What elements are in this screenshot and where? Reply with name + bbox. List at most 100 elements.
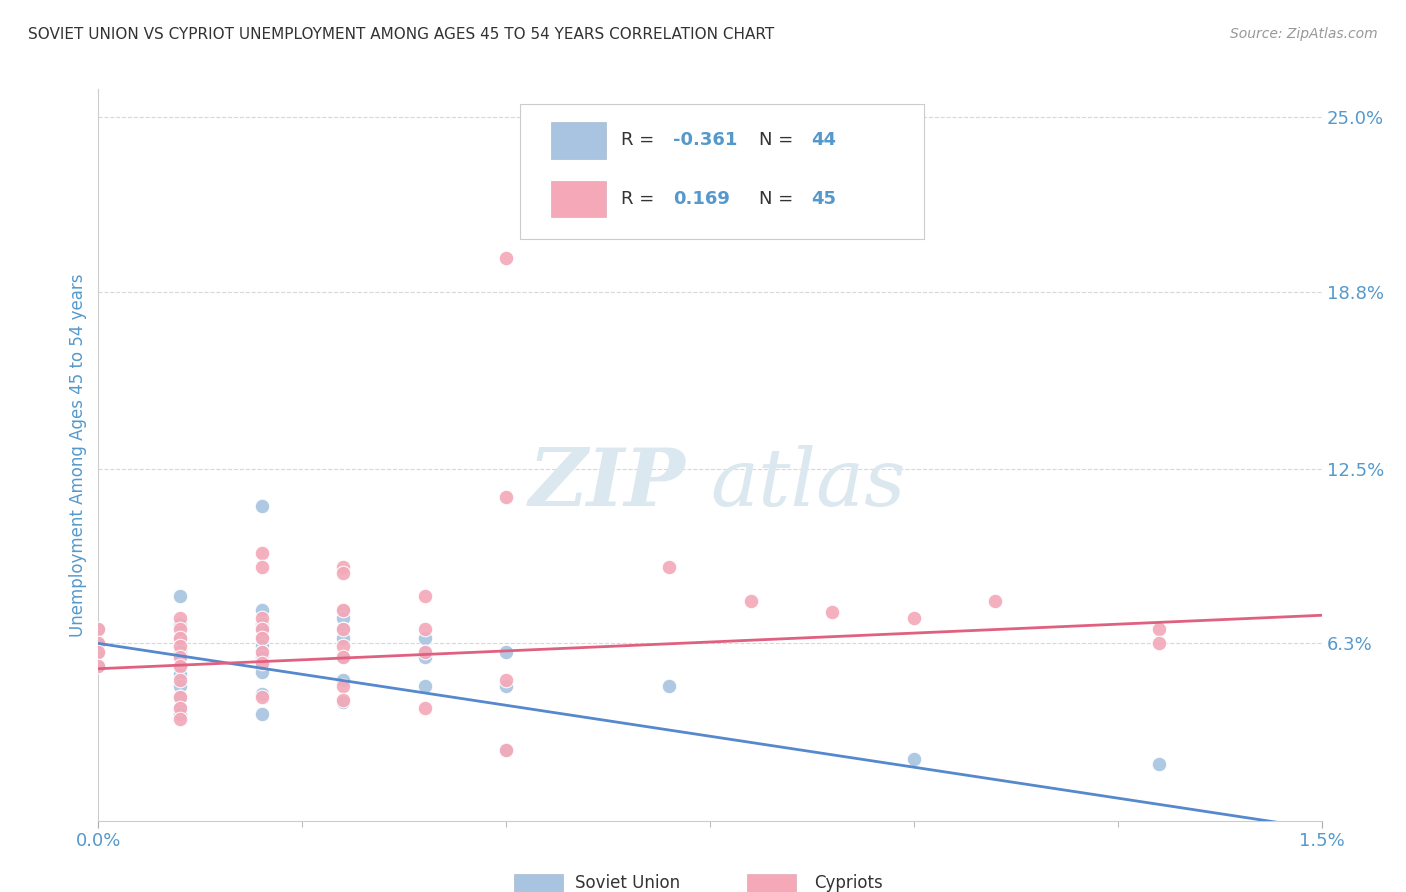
Point (984, 594, 1007, 608)
Point (332, 602, 354, 616)
Point (169, 631, 191, 645)
Point (169, 631, 191, 645)
Point (250, 645, 273, 659)
Point (495, 743, 517, 757)
Point (169, 650, 191, 665)
Point (332, 566, 354, 580)
Point (250, 631, 273, 645)
Point (87, 623, 110, 637)
Point (250, 623, 273, 637)
Point (250, 546, 273, 560)
FancyBboxPatch shape (747, 874, 796, 892)
Text: N =: N = (759, 131, 799, 149)
Point (87, 636, 110, 650)
Point (169, 645, 191, 659)
Point (903, 611, 925, 625)
Point (169, 616, 191, 631)
Point (250, 650, 273, 665)
Point (740, 594, 762, 608)
Point (332, 631, 354, 645)
Point (169, 611, 191, 625)
Point (169, 690, 191, 704)
Point (169, 712, 191, 726)
Point (332, 696, 354, 710)
Point (332, 650, 354, 665)
Point (250, 499, 273, 513)
Point (413, 679, 436, 693)
Text: Source: ZipAtlas.com: Source: ZipAtlas.com (1230, 27, 1378, 41)
Point (332, 639, 354, 653)
Point (169, 639, 191, 653)
Point (250, 602, 273, 616)
Text: 44: 44 (811, 131, 837, 149)
Point (169, 659, 191, 673)
Text: 0.169: 0.169 (673, 190, 730, 208)
Point (169, 701, 191, 715)
Point (250, 623, 273, 637)
Point (250, 645, 273, 659)
Point (169, 623, 191, 637)
Text: N =: N = (759, 190, 799, 208)
Point (250, 611, 273, 625)
Point (332, 673, 354, 687)
Point (169, 701, 191, 715)
Text: Cypriots: Cypriots (814, 874, 883, 892)
Point (332, 679, 354, 693)
Point (413, 589, 436, 603)
Point (658, 560, 681, 574)
Point (250, 690, 273, 704)
Point (87, 659, 110, 673)
Point (1147, 636, 1170, 650)
Point (495, 743, 517, 757)
Point (250, 616, 273, 631)
Point (250, 656, 273, 670)
Point (169, 659, 191, 673)
Point (332, 602, 354, 616)
FancyBboxPatch shape (515, 874, 564, 892)
Point (413, 631, 436, 645)
Point (169, 679, 191, 693)
Point (87, 645, 110, 659)
Point (1147, 757, 1170, 772)
Point (169, 690, 191, 704)
FancyBboxPatch shape (551, 122, 606, 159)
FancyBboxPatch shape (520, 103, 924, 239)
Point (495, 490, 517, 504)
Point (495, 679, 517, 693)
Point (169, 650, 191, 665)
Text: ZIP: ZIP (529, 445, 686, 523)
Text: atlas: atlas (710, 445, 905, 523)
Text: R =: R = (620, 190, 665, 208)
Point (250, 706, 273, 721)
Point (250, 687, 273, 701)
Point (903, 752, 925, 766)
Point (169, 667, 191, 681)
Text: SOVIET UNION VS CYPRIOT UNEMPLOYMENT AMONG AGES 45 TO 54 YEARS CORRELATION CHART: SOVIET UNION VS CYPRIOT UNEMPLOYMENT AMO… (28, 27, 775, 42)
Point (169, 673, 191, 687)
Point (250, 665, 273, 679)
Point (413, 623, 436, 637)
Text: -0.361: -0.361 (673, 131, 738, 149)
Point (169, 706, 191, 721)
Point (87, 645, 110, 659)
Point (821, 606, 844, 620)
FancyBboxPatch shape (551, 180, 606, 218)
Point (250, 560, 273, 574)
Point (495, 645, 517, 659)
Point (87, 636, 110, 650)
Text: R =: R = (620, 131, 659, 149)
Point (413, 650, 436, 665)
Point (87, 659, 110, 673)
Point (332, 623, 354, 637)
Text: 45: 45 (811, 190, 837, 208)
Point (495, 673, 517, 687)
Point (250, 639, 273, 653)
Point (332, 560, 354, 574)
Point (169, 589, 191, 603)
Point (658, 679, 681, 693)
Point (250, 656, 273, 670)
Point (495, 251, 517, 265)
Point (1147, 623, 1170, 637)
Point (87, 623, 110, 637)
Point (332, 611, 354, 625)
